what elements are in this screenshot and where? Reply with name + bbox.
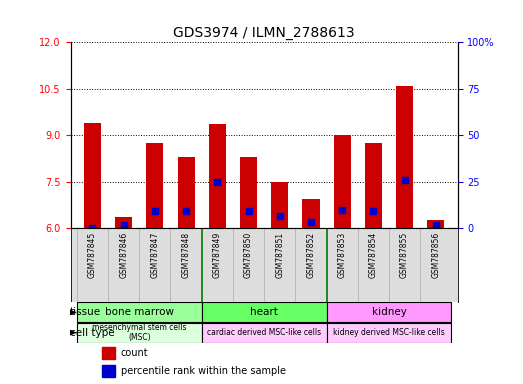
Bar	[77, 323, 202, 343]
Text: tissue: tissue	[70, 307, 101, 317]
Text: count: count	[121, 348, 149, 358]
Text: GSM787846: GSM787846	[119, 232, 128, 278]
Text: GSM787845: GSM787845	[88, 232, 97, 278]
Bar	[427, 220, 445, 228]
Point	[244, 208, 253, 214]
Point	[307, 219, 315, 225]
Text: GSM787850: GSM787850	[244, 232, 253, 278]
Point	[401, 177, 409, 183]
Bar	[365, 143, 382, 228]
Text: GSM787856: GSM787856	[431, 232, 440, 278]
Text: percentile rank within the sample: percentile rank within the sample	[121, 366, 286, 376]
Bar	[202, 303, 326, 322]
Bar	[84, 123, 101, 228]
Bar	[326, 303, 451, 322]
Bar	[77, 303, 202, 322]
Bar	[101, 347, 115, 359]
Text: GSM787847: GSM787847	[151, 232, 160, 278]
Text: GSM787854: GSM787854	[369, 232, 378, 278]
Bar	[271, 182, 288, 228]
Text: kidney: kidney	[371, 307, 406, 317]
Text: cell type: cell type	[70, 328, 115, 338]
Point	[119, 222, 128, 228]
Text: GSM787855: GSM787855	[400, 232, 409, 278]
Bar	[240, 157, 257, 228]
Bar	[202, 323, 326, 343]
Point	[276, 213, 284, 219]
Bar	[177, 157, 195, 228]
Point	[182, 208, 190, 214]
Point	[151, 208, 159, 214]
Point	[431, 222, 440, 228]
Bar	[302, 199, 320, 228]
Bar	[146, 143, 164, 228]
Bar	[334, 135, 351, 228]
Text: GSM787852: GSM787852	[306, 232, 315, 278]
Bar	[115, 217, 132, 228]
Text: bone marrow: bone marrow	[105, 307, 174, 317]
Text: GSM787849: GSM787849	[213, 232, 222, 278]
Bar	[209, 124, 226, 228]
Bar	[101, 365, 115, 377]
Text: GSM787848: GSM787848	[181, 232, 190, 278]
Point	[213, 179, 221, 185]
Bar	[396, 86, 413, 228]
Text: kidney derived MSC-like cells: kidney derived MSC-like cells	[333, 328, 445, 337]
Point	[369, 208, 378, 214]
Text: cardiac derived MSC-like cells: cardiac derived MSC-like cells	[207, 328, 321, 337]
Title: GDS3974 / ILMN_2788613: GDS3974 / ILMN_2788613	[173, 26, 355, 40]
Bar	[326, 323, 451, 343]
Text: GSM787851: GSM787851	[275, 232, 284, 278]
Text: GSM787853: GSM787853	[338, 232, 347, 278]
Point	[338, 207, 346, 213]
Text: mesenchymal stem cells
(MSC): mesenchymal stem cells (MSC)	[92, 323, 187, 343]
Text: heart: heart	[250, 307, 278, 317]
Point	[88, 225, 97, 231]
